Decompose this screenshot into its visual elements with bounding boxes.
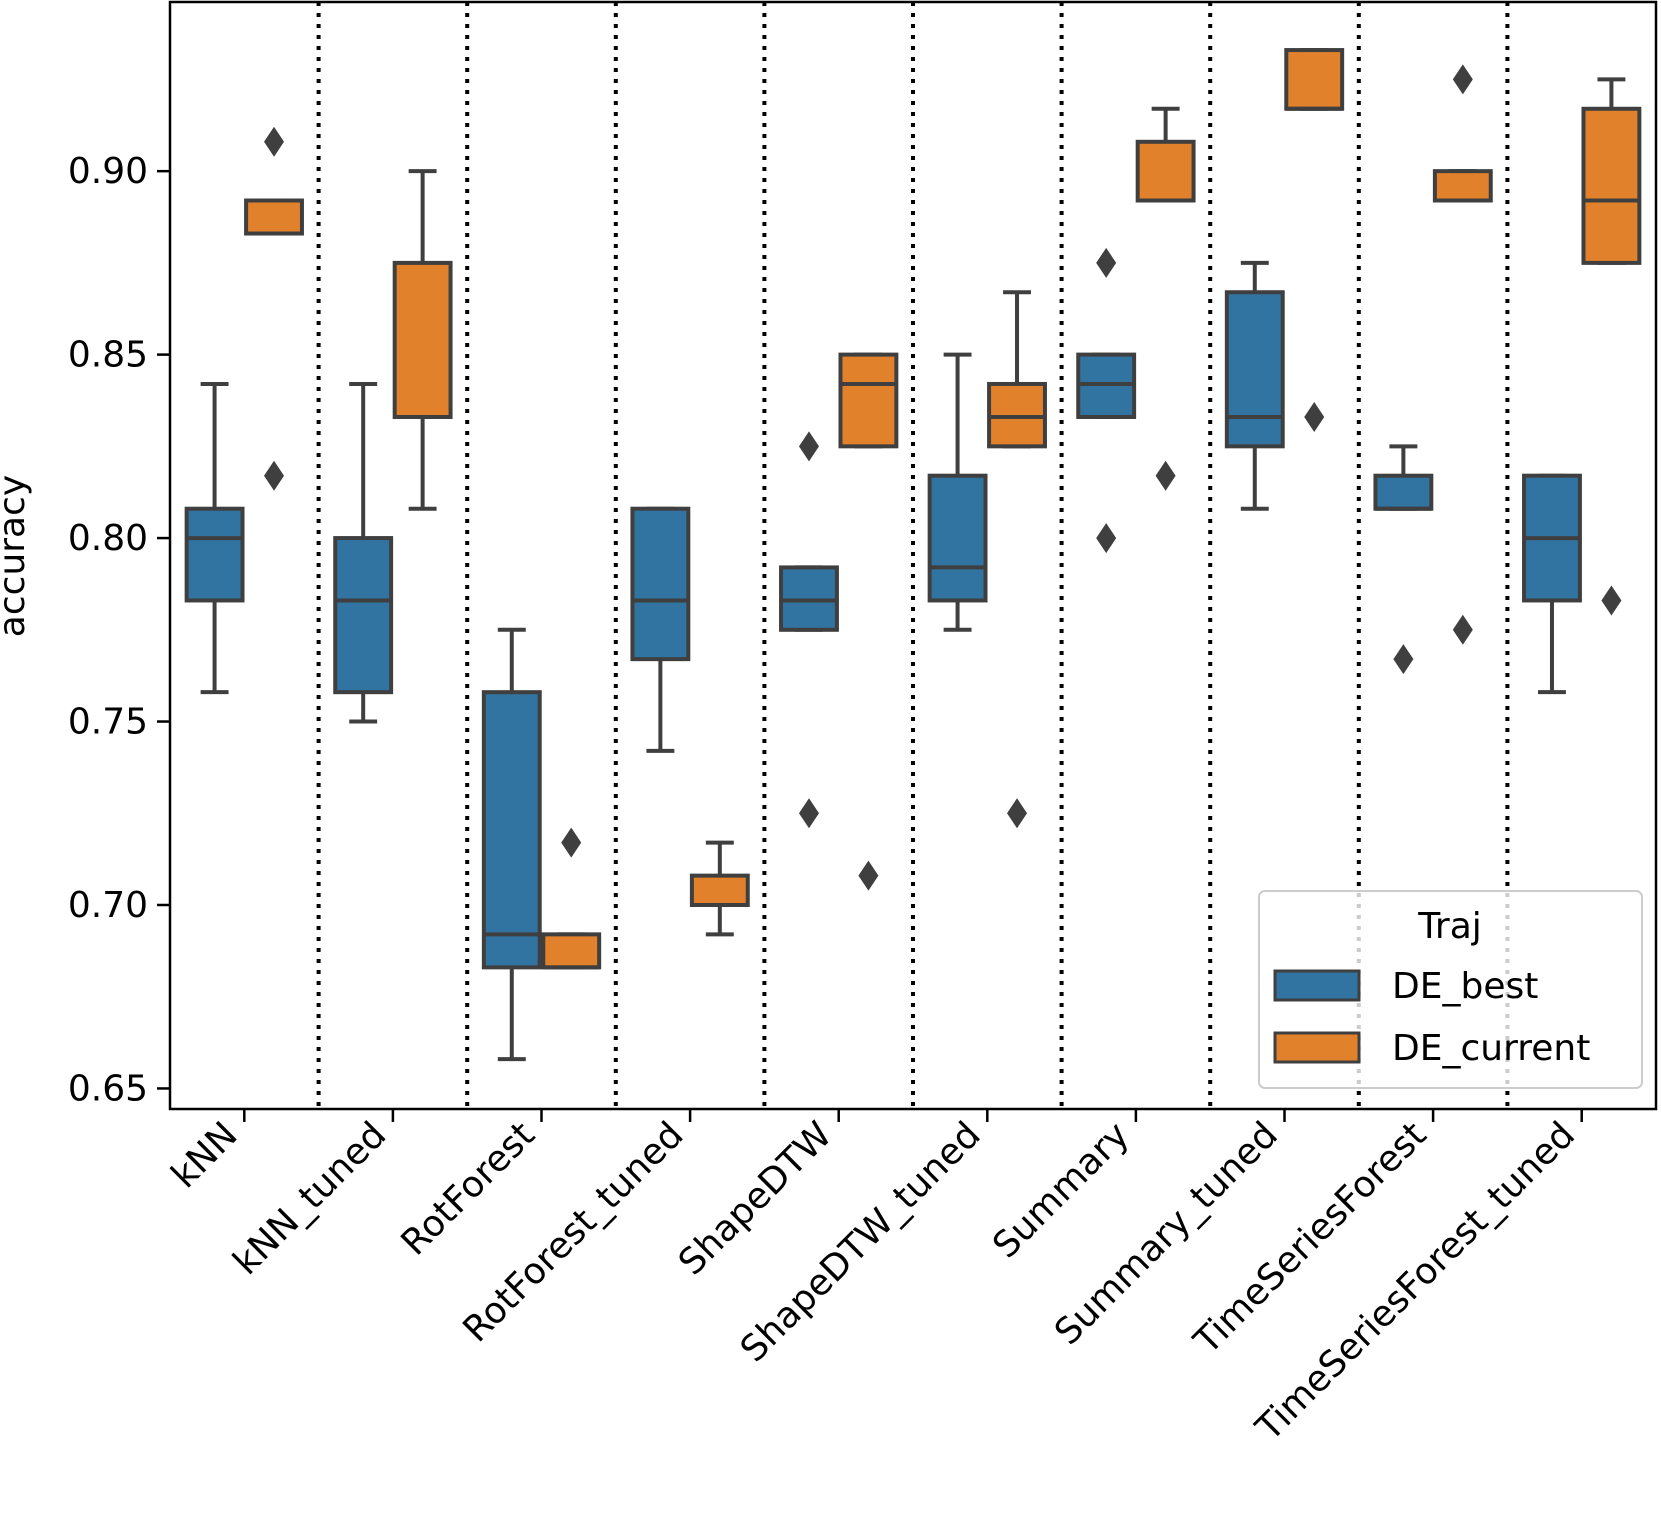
box-DE_current-Summary_tuned — [1284, 48, 1345, 432]
legend-label-de-current: DE_current — [1392, 1028, 1590, 1069]
x-tick-label: RotForest — [394, 1114, 543, 1263]
box-DE_current-TimeSeriesForest — [1432, 64, 1493, 645]
box-DE_best-TimeSeriesForest — [1373, 444, 1434, 675]
box-iqr — [481, 690, 542, 970]
plot-frame — [168, 0, 1658, 1111]
outlier-point — [264, 460, 285, 491]
outlier-point — [858, 860, 879, 891]
box-iqr — [927, 473, 988, 603]
legend-label-de-best: DE_best — [1392, 966, 1538, 1007]
x-tick-label: Summary — [985, 1114, 1137, 1266]
box-DE_best-RotForest_tuned — [630, 506, 691, 753]
box-DE_current-RotForest_tuned — [689, 840, 750, 937]
legend-swatch-de-best — [1273, 969, 1361, 1002]
y-axis-label: accuracy — [0, 475, 33, 637]
category-separators — [316, 2, 1510, 1109]
box-iqr — [1432, 169, 1493, 203]
x-tick-label: TimeSeriesForest_tuned — [1248, 1114, 1583, 1449]
box-DE_best-kNN — [184, 381, 245, 695]
box-iqr — [541, 932, 602, 970]
box-DE_current-ShapeDTW — [838, 352, 899, 891]
outlier-point — [1007, 798, 1028, 829]
outlier-point — [1393, 644, 1414, 675]
box-iqr — [333, 536, 394, 695]
outlier-point — [1452, 64, 1473, 95]
box-series — [184, 48, 1642, 1062]
box-iqr — [1581, 106, 1642, 265]
legend: Traj DE_best DE_current — [1258, 890, 1643, 1089]
box-DE_current-RotForest — [541, 827, 602, 970]
outlier-point — [1601, 585, 1622, 616]
y-tick-label: 0.90 — [68, 151, 148, 192]
box-DE_best-ShapeDTW_tuned — [927, 352, 988, 632]
box-iqr — [1373, 473, 1434, 511]
outlier-point — [264, 126, 285, 157]
box-DE_best-Summary_tuned — [1224, 260, 1285, 511]
box-iqr — [630, 506, 691, 662]
box-iqr — [838, 352, 899, 449]
outlier-point — [1452, 614, 1473, 645]
box-DE_current-TimeSeriesForest_tuned — [1581, 77, 1642, 616]
outlier-point — [798, 431, 819, 462]
box-iqr — [1224, 290, 1285, 449]
legend-swatch-de-current — [1273, 1031, 1361, 1064]
y-tick-label: 0.70 — [68, 885, 148, 926]
outlier-point — [1096, 523, 1117, 554]
x-tick-label: kNN_tuned — [226, 1114, 395, 1283]
y-tick-label: 0.80 — [68, 518, 148, 559]
box-iqr — [689, 873, 750, 907]
box-iqr — [184, 506, 245, 603]
box-iqr — [244, 198, 304, 236]
y-tick-label: 0.75 — [68, 702, 148, 743]
box-iqr — [1284, 48, 1345, 111]
box-DE_best-kNN_tuned — [333, 381, 394, 724]
box-DE_current-ShapeDTW_tuned — [987, 290, 1047, 829]
box-DE_best-RotForest — [481, 627, 542, 1062]
outlier-point — [1304, 401, 1325, 432]
box-DE_best-ShapeDTW — [779, 431, 839, 829]
legend-title: Traj — [1417, 906, 1482, 947]
y-tick-label: 0.85 — [68, 335, 148, 376]
outlier-point — [561, 827, 582, 858]
x-tick-label: ShapeDTW_tuned — [733, 1114, 989, 1370]
y-axis: 0.65 0.70 0.75 0.80 0.85 0.90 — [68, 151, 170, 1109]
box-DE_current-Summary — [1135, 106, 1196, 491]
box-iqr — [1135, 139, 1196, 203]
outlier-point — [798, 798, 819, 829]
box-DE_current-kNN — [244, 126, 304, 491]
box-DE_best-Summary — [1076, 247, 1137, 554]
box-DE_current-kNN_tuned — [392, 169, 453, 511]
box-iqr — [392, 260, 453, 419]
outlier-point — [1155, 460, 1176, 491]
box-DE_best-TimeSeriesForest_tuned — [1522, 473, 1582, 695]
y-tick-label: 0.65 — [68, 1068, 148, 1109]
x-tick-label: kNN — [164, 1114, 246, 1196]
outlier-point — [1096, 247, 1117, 278]
